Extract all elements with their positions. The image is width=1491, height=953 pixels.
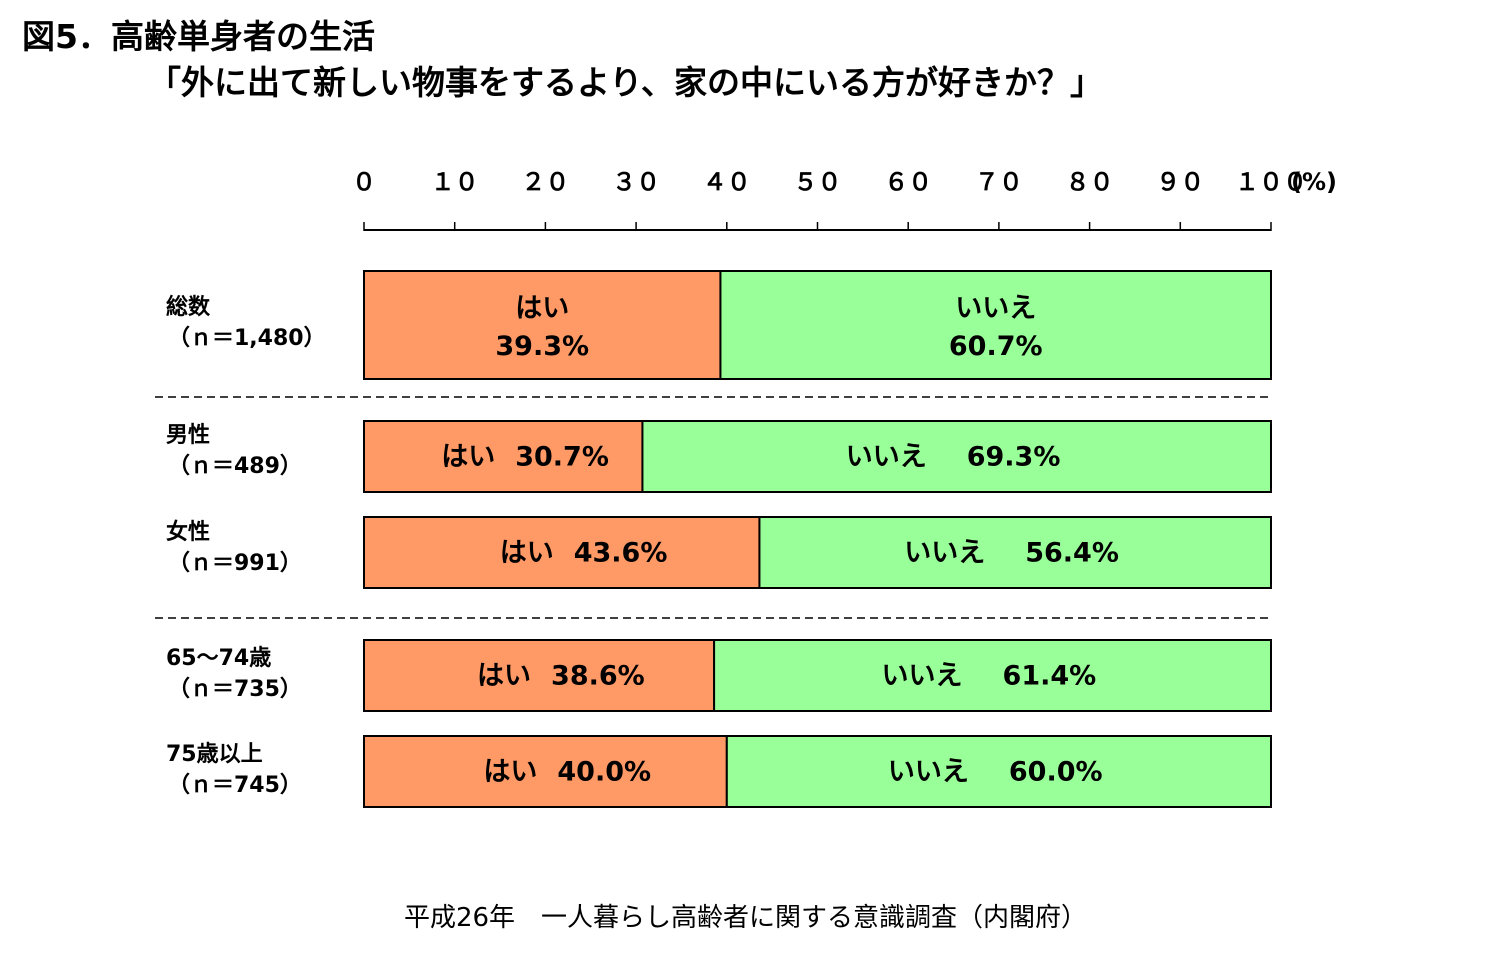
category-label: 65～74歳 (166, 646, 271, 671)
bar-yes (363, 420, 644, 493)
bar-yes-name: はい (441, 442, 495, 473)
x-tick-label: ２０ (521, 168, 569, 196)
bar-yes-name: はい (483, 757, 537, 788)
bar-no-name: いいえ (888, 757, 969, 788)
bar-yes-label: 38.6% (551, 661, 645, 692)
bar-no (725, 735, 1272, 808)
bar-no-label: 61.4% (1003, 661, 1097, 692)
x-tick-label: ７０ (975, 168, 1023, 196)
category-label: 男性 (166, 423, 210, 448)
bar-no-label: 56.4% (1025, 538, 1119, 569)
x-tick-label: １００ (1235, 168, 1307, 196)
bar-yes-name: はい (515, 293, 569, 324)
bar-no-name: いいえ (955, 293, 1036, 324)
x-tick-label: ３０ (612, 168, 660, 196)
bar-yes-name: はい (477, 661, 531, 692)
bar-no (719, 270, 1272, 380)
category-n-label: （ｎ＝745） (168, 773, 302, 798)
bar-yes-name: はい (500, 538, 554, 569)
chart-subtitle: 「外に出て新しい物事をするより、家の中にいる方が好きか？」 (148, 63, 1104, 102)
bar-no-label: 69.3% (967, 442, 1061, 473)
bar-no-name: いいえ (846, 442, 927, 473)
x-tick-label: １０ (431, 168, 479, 196)
bar-yes (363, 735, 728, 808)
bar-no-name: いいえ (882, 661, 963, 692)
bar-no (713, 639, 1272, 712)
category-n-label: （ｎ＝1,480） (168, 326, 326, 351)
bar-no (758, 516, 1273, 589)
stacked-bar-chart: ０ １０ ２０ ３０ ４０ ５０ ６０ ７０ ８０ ９０ １００(%) はい 39.3% いいえ 60.7%… (155, 168, 1337, 808)
chart-title: 図5．高齢単身者の生活 (22, 17, 375, 56)
bar-no-name: いいえ (904, 538, 985, 569)
x-tick-label: ６０ (884, 168, 932, 196)
bar-no-label: 60.7% (949, 331, 1043, 362)
category-n-label: （ｎ＝489） (168, 454, 302, 479)
category-label: 女性 (166, 519, 210, 545)
bar-no-label: 60.0% (1009, 757, 1103, 788)
bar-yes-label: 43.6% (574, 538, 668, 569)
bar-yes (363, 270, 722, 380)
x-tick-label: ９０ (1156, 168, 1204, 196)
x-unit-label: (%) (1291, 168, 1337, 196)
bar-yes-label: 30.7% (515, 442, 609, 473)
category-n-label: （ｎ＝991） (168, 551, 302, 576)
bar-yes (363, 639, 716, 712)
category-n-label: （ｎ＝735） (168, 677, 302, 702)
x-tick-label: ８０ (1066, 168, 1114, 196)
x-tick-label: ５０ (794, 168, 842, 196)
bar-yes-label: 39.3% (495, 331, 589, 362)
category-label: 75歳以上 (166, 742, 263, 767)
bar-yes (363, 516, 761, 589)
category-label: 総数 (166, 294, 211, 320)
bar-yes-label: 40.0% (557, 757, 651, 788)
x-tick-label: ０ (352, 168, 376, 196)
bar-no (641, 420, 1272, 493)
source-note: 平成26年 一人暮らし高齢者に関する意識調査（内閣府） (403, 903, 1088, 933)
x-tick-label: ４０ (703, 168, 751, 196)
